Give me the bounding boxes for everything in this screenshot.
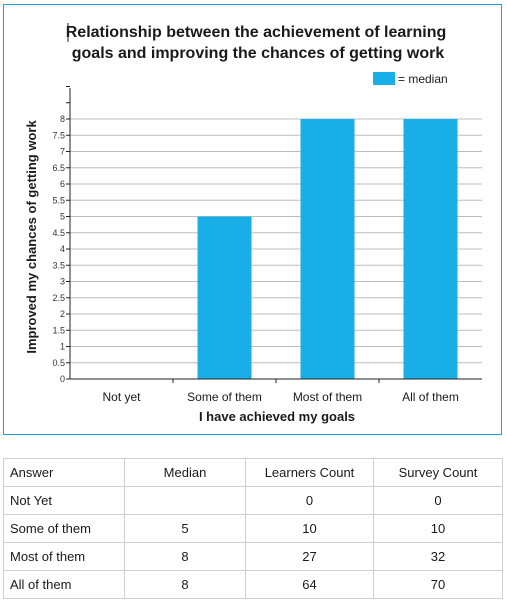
- cell-answer: All of them: [3, 570, 125, 599]
- y-tick-label: 1.5: [52, 325, 65, 335]
- cell-answer: Most of them: [3, 542, 125, 571]
- x-tick-label: Some of them: [187, 390, 262, 404]
- table-row: Some of them 5 10 10: [3, 514, 503, 543]
- chart-panel: 0 0.5 1 1.5 2 2.5 3 3.5 4 4.5 5 5.5 6 6.5 7 7.5 8 Not ye…: [3, 4, 502, 435]
- x-axis-label: I have achieved my goals: [199, 409, 355, 424]
- x-tick-label: All of them: [402, 390, 459, 404]
- y-tick-label: 5: [60, 212, 65, 222]
- y-tick-label: 2.5: [52, 293, 65, 303]
- summary-table-panel: Answer Median Learners Count Survey Coun…: [3, 458, 503, 599]
- x-ticks: Not yet Some of them Most of them All of th…: [102, 379, 459, 404]
- table-header-row: Answer Median Learners Count Survey Coun…: [3, 458, 503, 487]
- cell-learners-count: 0: [245, 486, 374, 515]
- y-ticks: 0 0.5 1 1.5 2 2.5 3 3.5 4 4.5 5 5.5 6 6.5 7 7.5 8: [52, 86, 70, 384]
- cell-learners-count: 64: [245, 570, 374, 599]
- bar: [300, 119, 355, 379]
- cell-median: 8: [124, 542, 246, 571]
- header-median: Median: [124, 458, 246, 487]
- y-tick-label: 6.5: [52, 163, 65, 173]
- cell-survey-count: 32: [373, 542, 503, 571]
- cell-survey-count: 0: [373, 486, 503, 515]
- header-survey-count: Survey Count: [373, 458, 503, 487]
- y-tick-label: 0.5: [52, 358, 65, 368]
- legend-swatch: [373, 72, 395, 85]
- y-tick-label: 7: [60, 147, 65, 157]
- y-tick-label: 2: [60, 309, 65, 319]
- y-tick-label: 4.5: [52, 228, 65, 238]
- chart-title-line2: goals and improving the chances of getti…: [72, 45, 445, 62]
- cell-survey-count: 10: [373, 514, 503, 543]
- y-tick-label: 3: [60, 277, 65, 287]
- table-row: All of them 8 64 70: [3, 570, 503, 599]
- table-row: Not Yet 0 0: [3, 486, 503, 515]
- y-tick-label: 0: [60, 374, 65, 384]
- cell-learners-count: 27: [245, 542, 374, 571]
- y-tick-label: 7.5: [52, 130, 65, 140]
- table-row: Most of them 8 27 32: [3, 542, 503, 571]
- cell-answer: Some of them: [3, 514, 125, 543]
- summary-table: Answer Median Learners Count Survey Coun…: [3, 458, 503, 599]
- cell-answer: Not Yet: [3, 486, 125, 515]
- cell-median: [124, 486, 246, 515]
- bar: [197, 216, 252, 379]
- y-tick-label: 8: [60, 114, 65, 124]
- header-answer: Answer: [3, 458, 125, 487]
- y-axis-label: Improved my chances of getting work: [24, 120, 39, 354]
- bars: [197, 119, 458, 379]
- bar: [403, 119, 458, 379]
- cell-median: 5: [124, 514, 246, 543]
- header-learners-count: Learners Count: [245, 458, 374, 487]
- y-tick-label: 4: [60, 244, 65, 254]
- cell-median: 8: [124, 570, 246, 599]
- y-tick-label: 6: [60, 179, 65, 189]
- bar-chart: 0 0.5 1 1.5 2 2.5 3 3.5 4 4.5 5 5.5 6 6.5 7 7.5 8 Not ye…: [24, 23, 482, 424]
- cell-survey-count: 70: [373, 570, 503, 599]
- x-tick-label: Not yet: [102, 390, 141, 404]
- chart-title-line1: Relationship between the achievement of …: [66, 24, 447, 41]
- cell-learners-count: 10: [245, 514, 374, 543]
- x-tick-label: Most of them: [293, 390, 362, 404]
- y-tick-label: 3.5: [52, 260, 65, 270]
- y-tick-label: 5.5: [52, 195, 65, 205]
- y-tick-label: 1: [60, 342, 65, 352]
- legend-label: = median: [398, 72, 448, 86]
